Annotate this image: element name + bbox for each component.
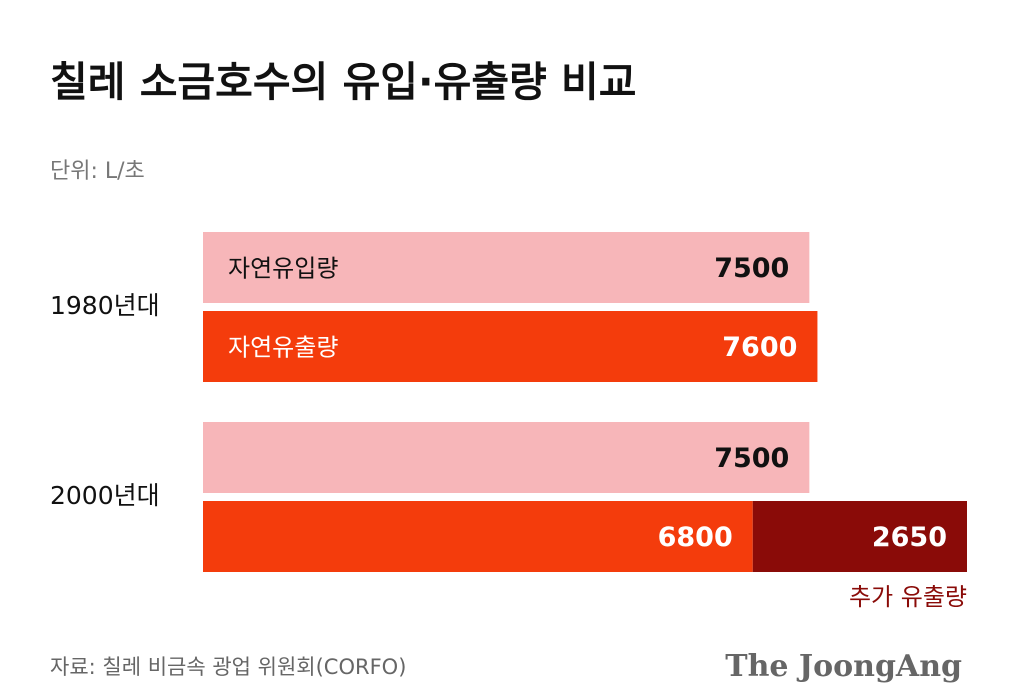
bar <box>203 422 810 493</box>
category-label: 2000년대 <box>50 481 160 510</box>
bar <box>752 501 967 572</box>
value-label: 2650 <box>872 522 947 553</box>
bar <box>203 501 753 572</box>
series-label: 추가 유출량 <box>849 583 967 611</box>
value-label: 7500 <box>714 253 789 284</box>
brand: The JoongAng <box>725 649 962 684</box>
bar <box>203 311 818 382</box>
value-label: 7500 <box>714 443 789 474</box>
value-label: 7600 <box>722 332 797 363</box>
category-label: 1980년대 <box>50 291 160 320</box>
chart-title: 칠레 소금호수의 유입·유출량 비교 <box>50 58 636 106</box>
value-label: 6800 <box>658 522 733 553</box>
source: 자료: 칠레 비금속 광업 위원회(CORFO) <box>50 655 406 679</box>
series-label: 자연유출량 <box>228 334 338 362</box>
bar <box>203 232 810 303</box>
chart-subtitle: 단위: L/초 <box>50 159 145 184</box>
series-label: 자연유입량 <box>228 255 338 283</box>
